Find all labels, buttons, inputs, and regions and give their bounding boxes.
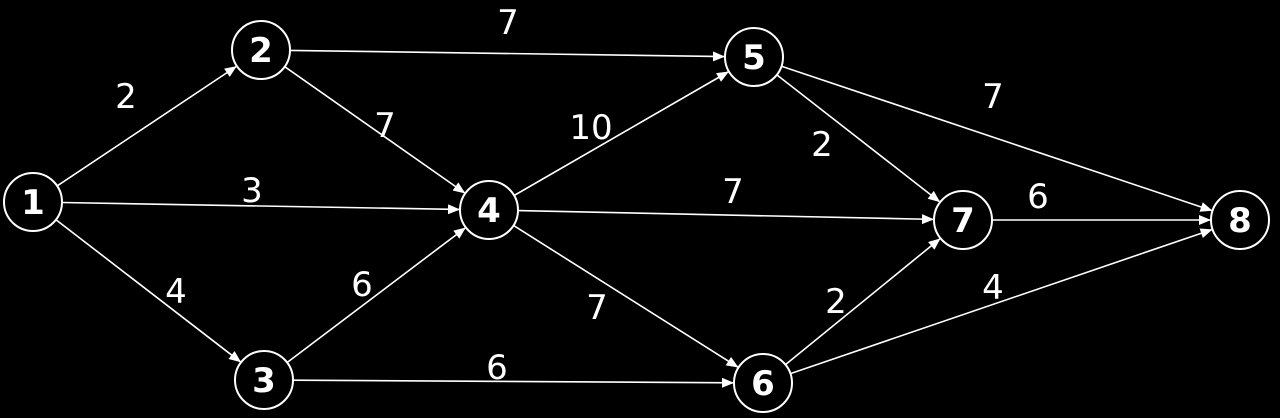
edge-weight-4-6: 7 bbox=[586, 288, 608, 328]
node-3: 3 bbox=[234, 350, 294, 410]
edge-5-7 bbox=[776, 74, 941, 203]
node-circle-4 bbox=[459, 180, 519, 240]
node-2: 2 bbox=[231, 20, 291, 80]
node-circle-3 bbox=[234, 350, 294, 410]
edge-3-6 bbox=[292, 377, 735, 388]
edge-weight-2-4: 7 bbox=[374, 106, 396, 146]
node-label-8: 8 bbox=[1228, 201, 1252, 241]
edge-weight-1-2: 2 bbox=[115, 77, 137, 117]
edge-1-3 bbox=[55, 219, 242, 363]
node-label-5: 5 bbox=[742, 38, 766, 78]
node-6: 6 bbox=[733, 353, 793, 413]
edge-weight-2-5: 7 bbox=[497, 3, 519, 43]
edge-3-4 bbox=[286, 227, 466, 364]
node-label-2: 2 bbox=[249, 31, 273, 71]
edge-1-4 bbox=[61, 201, 461, 215]
node-label-7: 7 bbox=[951, 201, 975, 241]
edge-weight-1-3: 4 bbox=[165, 272, 187, 312]
edge-weight-7-8: 6 bbox=[1027, 177, 1049, 217]
node-label-3: 3 bbox=[252, 361, 276, 401]
edge-weight-4-5: 10 bbox=[569, 108, 612, 148]
edge-5-8 bbox=[781, 65, 1213, 212]
edge-4-6 bbox=[513, 224, 739, 368]
node-8: 8 bbox=[1210, 190, 1270, 250]
edge-weight-1-4: 3 bbox=[241, 171, 263, 211]
node-1: 1 bbox=[3, 172, 63, 232]
edge-weight-5-7: 2 bbox=[811, 125, 833, 165]
node-label-4: 4 bbox=[477, 191, 501, 231]
node-circle-6 bbox=[733, 353, 793, 413]
edge-1-2 bbox=[56, 65, 237, 187]
node-circle-1 bbox=[3, 172, 63, 232]
edge-weight-5-8: 7 bbox=[982, 77, 1004, 117]
edge-2-5 bbox=[289, 49, 726, 62]
edge-6-8 bbox=[790, 228, 1213, 375]
edge-6-7 bbox=[784, 238, 941, 366]
edge-weight-4-7: 7 bbox=[722, 172, 744, 212]
edge-weight-3-6: 6 bbox=[486, 348, 508, 388]
node-label-1: 1 bbox=[21, 183, 45, 223]
node-label-6: 6 bbox=[751, 364, 775, 404]
edge-weight-6-8: 4 bbox=[982, 268, 1004, 308]
edge-4-5 bbox=[513, 71, 729, 197]
node-5: 5 bbox=[724, 27, 784, 87]
node-circle-8 bbox=[1210, 190, 1270, 250]
edges-layer bbox=[55, 49, 1213, 388]
edge-2-4 bbox=[284, 66, 466, 194]
edge-4-7 bbox=[517, 209, 935, 225]
node-4: 4 bbox=[459, 180, 519, 240]
node-circle-5 bbox=[724, 27, 784, 87]
edge-weight-3-4: 6 bbox=[351, 265, 373, 305]
edge-weight-6-7: 2 bbox=[825, 282, 847, 322]
nodes-layer: 1 2 3 4 5 6 7 8 bbox=[3, 20, 1270, 413]
node-7: 7 bbox=[933, 190, 993, 250]
node-circle-7 bbox=[933, 190, 993, 250]
node-circle-2 bbox=[231, 20, 291, 80]
